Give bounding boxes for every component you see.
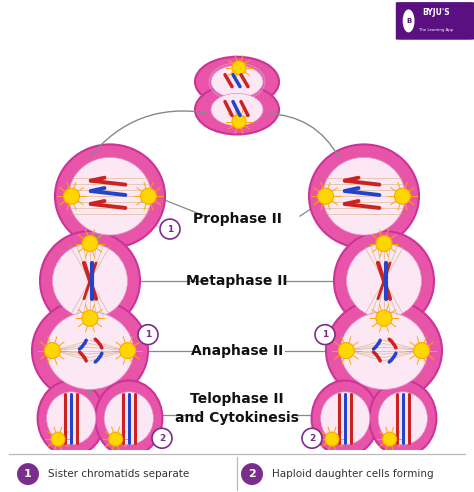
Ellipse shape xyxy=(394,188,410,204)
Ellipse shape xyxy=(326,299,442,402)
Ellipse shape xyxy=(376,310,392,326)
Ellipse shape xyxy=(309,145,419,248)
Ellipse shape xyxy=(160,219,180,239)
Ellipse shape xyxy=(414,342,430,359)
Ellipse shape xyxy=(325,432,339,446)
Ellipse shape xyxy=(311,380,379,456)
Ellipse shape xyxy=(402,9,414,32)
Ellipse shape xyxy=(82,310,98,326)
Text: Metaphase II: Metaphase II xyxy=(186,274,288,288)
Ellipse shape xyxy=(340,312,428,390)
Ellipse shape xyxy=(376,236,392,251)
Ellipse shape xyxy=(232,115,246,128)
Text: 1: 1 xyxy=(24,469,32,479)
Ellipse shape xyxy=(302,428,322,448)
Ellipse shape xyxy=(211,93,263,126)
Text: 2: 2 xyxy=(159,434,165,443)
Ellipse shape xyxy=(369,380,437,456)
Ellipse shape xyxy=(152,428,172,448)
Ellipse shape xyxy=(138,325,158,344)
Text: MEIOSIS II : REDUCTION CELL DIVISION: MEIOSIS II : REDUCTION CELL DIVISION xyxy=(34,14,326,28)
Ellipse shape xyxy=(69,157,151,235)
Ellipse shape xyxy=(95,380,163,456)
Text: 2: 2 xyxy=(248,469,256,479)
Ellipse shape xyxy=(209,63,265,100)
Ellipse shape xyxy=(195,57,279,107)
Text: The Learning App: The Learning App xyxy=(419,28,453,32)
Ellipse shape xyxy=(346,244,421,318)
Ellipse shape xyxy=(64,188,80,204)
Text: 2: 2 xyxy=(309,434,315,443)
Ellipse shape xyxy=(46,392,96,445)
Ellipse shape xyxy=(140,188,156,204)
Ellipse shape xyxy=(104,392,154,445)
Ellipse shape xyxy=(55,145,165,248)
Ellipse shape xyxy=(40,231,140,331)
Text: 1: 1 xyxy=(322,330,328,339)
Text: Haploid daughter cells forming: Haploid daughter cells forming xyxy=(272,469,434,479)
Ellipse shape xyxy=(318,188,334,204)
Text: Telophase II
and Cytokinesis: Telophase II and Cytokinesis xyxy=(175,392,299,425)
Ellipse shape xyxy=(232,61,246,75)
Ellipse shape xyxy=(383,432,397,446)
Ellipse shape xyxy=(53,244,128,318)
Ellipse shape xyxy=(82,236,98,251)
Ellipse shape xyxy=(37,380,105,456)
Ellipse shape xyxy=(195,85,279,134)
Ellipse shape xyxy=(32,299,148,402)
Ellipse shape xyxy=(338,342,354,359)
Ellipse shape xyxy=(120,342,136,359)
Ellipse shape xyxy=(241,463,263,485)
Ellipse shape xyxy=(211,65,263,98)
FancyBboxPatch shape xyxy=(396,2,474,40)
Text: 1: 1 xyxy=(145,330,151,339)
Text: BYJU'S: BYJU'S xyxy=(422,8,450,17)
Ellipse shape xyxy=(320,392,370,445)
Ellipse shape xyxy=(334,231,434,331)
Text: Prophase II: Prophase II xyxy=(192,212,282,226)
Ellipse shape xyxy=(315,325,335,344)
Ellipse shape xyxy=(323,157,405,235)
Ellipse shape xyxy=(17,463,39,485)
Ellipse shape xyxy=(44,342,60,359)
Text: Sister chromatids separate: Sister chromatids separate xyxy=(48,469,189,479)
Ellipse shape xyxy=(46,312,134,390)
Ellipse shape xyxy=(51,432,65,446)
Text: Anaphase II: Anaphase II xyxy=(191,343,283,358)
Ellipse shape xyxy=(378,392,428,445)
Text: 1: 1 xyxy=(167,224,173,234)
Ellipse shape xyxy=(109,432,123,446)
Text: B: B xyxy=(406,18,411,24)
